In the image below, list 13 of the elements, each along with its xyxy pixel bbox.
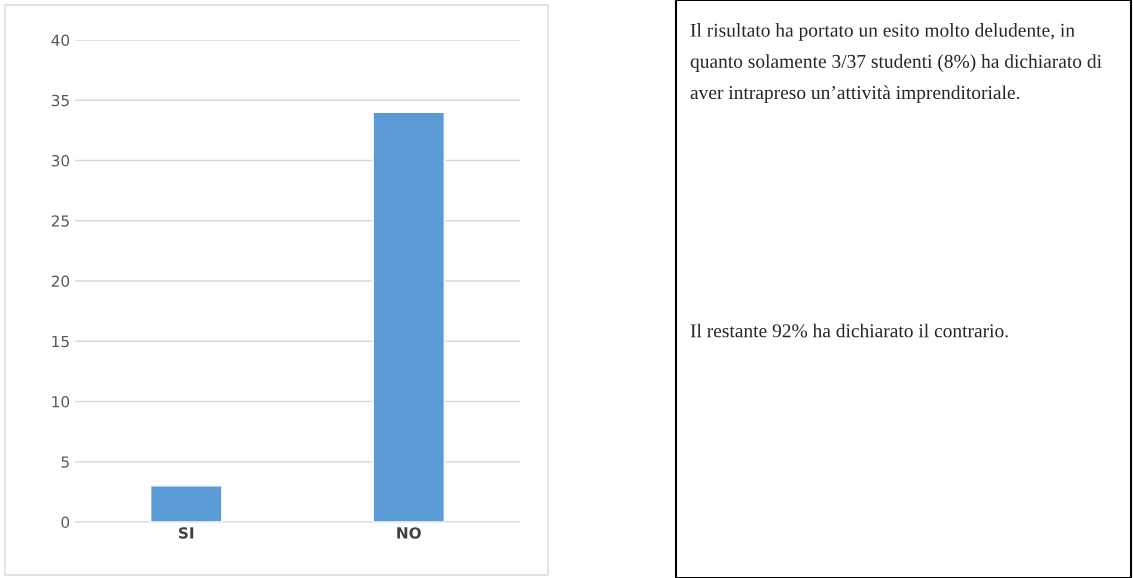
y-tick-label: 25 <box>51 215 69 227</box>
y-tick-label: 15 <box>52 335 69 348</box>
text: Il restante 92% ha dichiarato il contrario. <box>690 323 1008 338</box>
y-tick-label: 10 <box>52 395 70 408</box>
y-tick-label: 35 <box>51 94 69 107</box>
y-tick-label: 40 <box>51 34 70 47</box>
y-tick-label: 20 <box>51 275 70 288</box>
x-tick-label: NO <box>397 527 421 539</box>
x-tick-label: SI <box>179 527 194 539</box>
text: Il risultato ha portato un esito molto deludente, in quanto solamente 3/37 studenti (8%) ha dichiarato di aver intrapreso un’attività imprenditoriale. <box>690 23 1102 104</box>
y-tick-label: 5 <box>61 456 69 468</box>
y-tick-label: 0 <box>61 516 70 529</box>
y-tick-label: 30 <box>51 154 70 167</box>
